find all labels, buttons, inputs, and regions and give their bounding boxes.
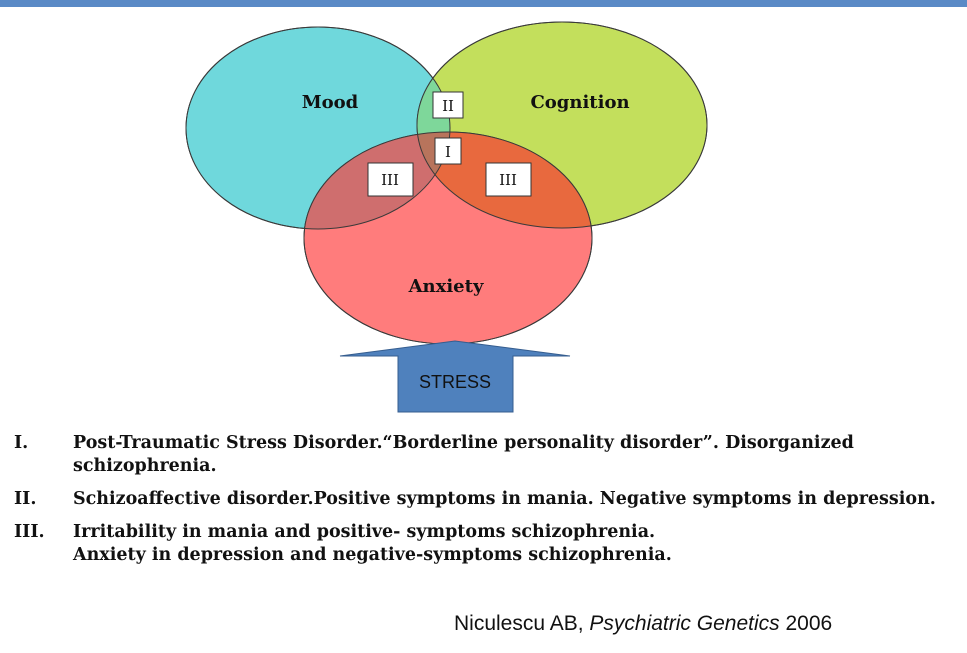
legend-text: Post-Traumatic Stress Disorder.“Borderli… [73,432,959,478]
citation-year: 2006 [785,612,833,635]
citation-author: Niculescu AB, [454,612,584,635]
legend-item-ii: II. Schizoaffective disorder.Positive sy… [14,488,959,511]
citation: Niculescu AB, Psychiatric Genetics 2006 [454,612,832,636]
citation-journal: Psychiatric Genetics [589,612,780,635]
label-iii-right: III [499,171,517,189]
stress-label: STRESS [419,372,491,392]
legend-line: Anxiety in depression and negative-sympt… [73,545,672,565]
mood-label: Mood [302,92,359,113]
label-box-ii: II [432,91,464,119]
legend-numeral: III. [14,522,45,542]
legend-line: Post-Traumatic Stress Disorder.“Borderli… [73,433,854,453]
label-iii-left: III [381,171,399,189]
stress-arrow [339,340,571,413]
legend-line: schizophrenia. [73,456,217,476]
label-box-iii-left: III [367,162,414,197]
top-accent-bar [0,0,967,7]
legend-text: Schizoaffective disorder.Positive sympto… [73,488,959,511]
label-i: I [445,143,451,161]
legend-numeral: II. [14,489,37,509]
label-box-i: I [434,137,462,165]
label-box-iii-right: III [485,162,532,197]
legend-line: Irritability in mania and positive- symp… [73,522,656,542]
legend: I. Post-Traumatic Stress Disorder.“Borde… [14,432,959,577]
venn-diagram: Mood Cognition Anxiety II I III III STRE… [185,21,708,413]
legend-text: Irritability in mania and positive- symp… [73,521,959,567]
cognition-label: Cognition [530,92,629,113]
anxiety-label: Anxiety [408,276,484,297]
label-ii: II [442,97,454,115]
legend-numeral: I. [14,433,29,453]
legend-line: Schizoaffective disorder.Positive sympto… [73,489,936,509]
legend-item-i: I. Post-Traumatic Stress Disorder.“Borde… [14,432,959,478]
legend-item-iii: III. Irritability in mania and positive-… [14,521,959,567]
